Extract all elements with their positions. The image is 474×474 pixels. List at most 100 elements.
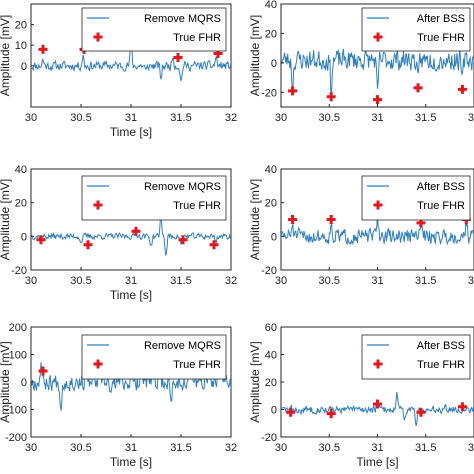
y-tick-label: -20 (261, 265, 277, 277)
y-axis-label: Amplitude [mV] (0, 179, 12, 260)
y-tick-label: 0 (21, 61, 27, 73)
y-tick-label: 40 (265, 0, 277, 11)
x-tick-label: 32 (468, 112, 474, 124)
chart-panel-row1-left: 30 30.5 31 31.5 32 0 10 20 Time [s] Amplitude [mV… (0, 3, 237, 139)
fhr-marker (286, 407, 296, 417)
legend-marker-swatch (93, 359, 103, 369)
legend-box (81, 175, 227, 221)
y-tick-label: 0 (271, 405, 277, 417)
legend-box (361, 7, 471, 52)
x-tick-label: 30 (25, 275, 37, 287)
legend-box (81, 7, 227, 52)
x-tick-label: 30 (275, 275, 287, 287)
fhr-marker (326, 215, 336, 224)
y-tick-label: 40 (265, 164, 277, 176)
legend-box (361, 334, 471, 380)
x-tick-label: 32 (225, 442, 237, 454)
y-tick-label: 20 (265, 377, 277, 389)
fhr-marker (373, 399, 382, 409)
fhr-marker (131, 226, 141, 236)
x-tick-label: 31.5 (415, 275, 436, 287)
legend: After BSS True FHR (361, 7, 471, 52)
x-axis-label: Time [s] (356, 455, 398, 469)
legend-entry: True FHR (417, 200, 465, 212)
chart-panel-row3-left: 30 30.5 31 31.5 32 200 100 0 -100 -200 Time [s] Amp… (0, 322, 237, 469)
series-line-0 (31, 215, 231, 256)
y-axis-label: Amplitude [mV] (248, 179, 262, 260)
y-tick-label: 0 (271, 58, 277, 70)
x-tick-label: 32 (468, 442, 474, 454)
legend-marker-swatch (93, 32, 103, 42)
y-tick-label: 20 (265, 198, 277, 210)
legend: Remove MQRS True FHR (81, 7, 227, 52)
y-tick-label: 200 (9, 322, 27, 334)
x-tick-label: 31 (125, 275, 137, 287)
y-axis-label: Amplitude [mV] (248, 341, 262, 422)
x-tick-label: 30.5 (70, 112, 91, 124)
y-tick-label: -20 (261, 87, 277, 99)
legend: After BSS True FHR (361, 334, 471, 380)
fhr-marker (209, 240, 219, 250)
x-tick-label: 31 (371, 112, 383, 124)
legend-entry: After BSS (417, 181, 465, 193)
series-line-0 (281, 48, 474, 99)
x-tick-label: 30 (275, 442, 287, 454)
x-tick-label: 32 (225, 112, 237, 124)
x-tick-label: 31.5 (170, 442, 191, 454)
y-tick-label: -100 (5, 405, 27, 417)
y-tick-label: 0 (21, 231, 27, 243)
x-tick-label: 30.5 (70, 275, 91, 287)
fhr-marker (173, 53, 183, 63)
x-tick-label: 31.5 (170, 275, 191, 287)
x-tick-label: 30.5 (319, 275, 340, 287)
legend-marker-swatch (373, 200, 383, 210)
legend-marker-swatch (373, 32, 383, 42)
y-axis-label: Amplitude [mV] (0, 15, 12, 96)
chart-panel-row2-right: 30 30.5 31 31.5 32 40 20 0 -20 Amplitude [mV] Afte… (248, 164, 474, 287)
legend-entry: True FHR (173, 32, 221, 44)
legend-marker-swatch (373, 359, 383, 369)
fhr-marker (288, 86, 298, 96)
legend: Remove MQRS True FHR (81, 334, 227, 380)
x-tick-label: 32 (225, 275, 237, 287)
y-tick-label: 100 (9, 350, 27, 362)
chart-panel-row2-left: 30 30.5 31 31.5 32 40 20 0 -20 Time [s] Amplitude … (0, 164, 237, 302)
x-axis-label: Time [s] (110, 455, 152, 469)
fhr-marker (326, 409, 336, 419)
x-tick-label: 31 (371, 275, 383, 287)
series-line-0 (281, 391, 474, 427)
x-tick-label: 31 (125, 112, 137, 124)
fhr-marker (38, 44, 48, 54)
fhr-marker (373, 95, 382, 105)
legend-entry: True FHR (173, 359, 221, 371)
y-tick-label: 20 (265, 28, 277, 40)
fhr-marker (413, 83, 423, 93)
legend-entry: After BSS (417, 340, 465, 352)
x-axis-label: Time [s] (110, 288, 152, 302)
y-tick-label: 0 (271, 231, 277, 243)
x-tick-label: 31.5 (415, 112, 436, 124)
y-tick-label: 40 (15, 164, 27, 176)
y-tick-label: -200 (5, 432, 27, 444)
legend-box (81, 334, 227, 380)
x-axis-label: Time [s] (110, 125, 152, 139)
legend-entry: True FHR (417, 359, 465, 371)
y-tick-label: 60 (265, 322, 277, 334)
legend: After BSS True FHR (361, 175, 471, 221)
legend: Remove MQRS True FHR (81, 175, 227, 221)
y-axis-label: Amplitude [mV] (248, 15, 262, 96)
y-axis-label: Amplitude [mV] (0, 341, 12, 422)
fhr-marker (457, 402, 467, 412)
legend-entry: Remove MQRS (144, 340, 221, 352)
x-tick-label: 30 (25, 112, 37, 124)
legend-entry: True FHR (417, 32, 465, 44)
fhr-marker (416, 407, 426, 417)
x-tick-label: 30.5 (319, 112, 340, 124)
legend-marker-swatch (93, 200, 103, 210)
x-tick-label: 32 (468, 275, 474, 287)
y-tick-label: 40 (265, 350, 277, 362)
x-tick-label: 31 (371, 442, 383, 454)
x-tick-label: 31 (125, 442, 137, 454)
fhr-marker (457, 84, 467, 94)
